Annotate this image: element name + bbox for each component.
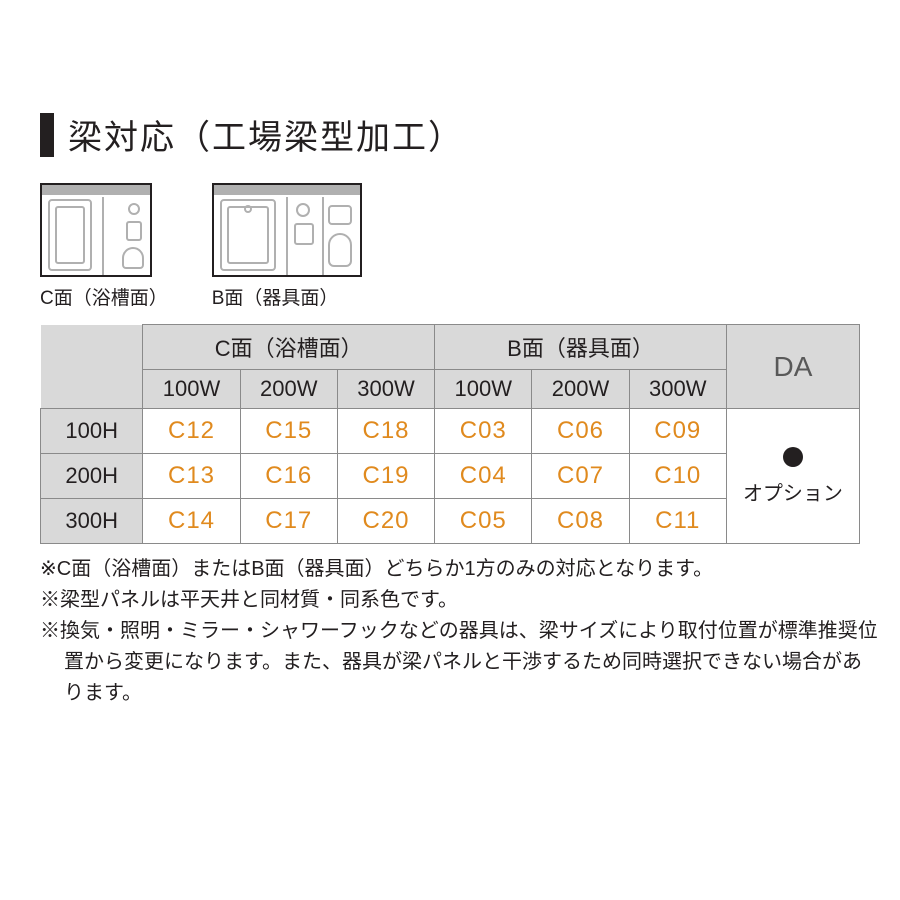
table-code-cell: C06 — [532, 409, 629, 454]
diagram-b-tub — [220, 199, 276, 271]
note-line: ※梁型パネルは平天井と同材質・同系色です。 — [40, 585, 880, 616]
diagram-b-tub-inner — [227, 206, 269, 264]
diagram-b-basin-icon — [294, 223, 314, 245]
diagram-c-basin-icon — [126, 221, 142, 241]
table-code-cell: C19 — [337, 454, 434, 499]
table-row-label: 100H — [41, 409, 143, 454]
diagram-b-toilet-icon — [328, 233, 352, 267]
diagram-c-divider — [102, 197, 104, 275]
title-accent-bar — [40, 113, 54, 157]
diagram-c-block: C面（浴槽面） — [40, 183, 168, 310]
table-da-header: DA — [726, 325, 859, 409]
table-code-cell: C16 — [240, 454, 337, 499]
diagram-c-tub — [48, 199, 92, 271]
table-code-cell: C14 — [143, 499, 240, 544]
table-code-cell: C03 — [435, 409, 532, 454]
diagram-c-frame — [40, 183, 152, 277]
table-subheader: 300W — [629, 370, 726, 409]
diagram-c-beam — [42, 185, 150, 195]
table-option-cell: オプション — [726, 409, 859, 544]
table-code-cell: C17 — [240, 499, 337, 544]
table-code-cell: C20 — [337, 499, 434, 544]
table-subheader: 200W — [532, 370, 629, 409]
page: 梁対応（工場梁型加工） C面（浴槽面） — [0, 0, 900, 749]
table-group-b-header: B面（器具面） — [435, 325, 727, 370]
diagram-c-toilet-icon — [122, 247, 144, 269]
table-row-label: 200H — [41, 454, 143, 499]
table-row: 100H C12 C15 C18 C03 C06 C09 オプション — [41, 409, 860, 454]
option-dot-icon — [783, 447, 803, 467]
spec-table: C面（浴槽面） B面（器具面） DA 100W 200W 300W 100W 2… — [40, 324, 860, 544]
table-subheader: 100W — [435, 370, 532, 409]
table-code-cell: C18 — [337, 409, 434, 454]
table-code-cell: C04 — [435, 454, 532, 499]
diagram-b-caption: B面（器具面） — [212, 283, 362, 310]
diagram-c-caption: C面（浴槽面） — [40, 283, 168, 310]
section-title: 梁対応（工場梁型加工） — [68, 110, 464, 159]
diagram-b-tank-icon — [328, 205, 352, 225]
table-row-label: 300H — [41, 499, 143, 544]
table-subheader: 300W — [337, 370, 434, 409]
diagram-b-frame — [212, 183, 362, 277]
table-subheader: 100W — [143, 370, 240, 409]
notes-block: ※C面（浴槽面）またはB面（器具面）どちらか1方のみの対応となります。 ※梁型パ… — [40, 554, 880, 709]
table-code-cell: C15 — [240, 409, 337, 454]
note-line: ※C面（浴槽面）またはB面（器具面）どちらか1方のみの対応となります。 — [40, 554, 880, 585]
table-code-cell: C08 — [532, 499, 629, 544]
table-subheader: 200W — [240, 370, 337, 409]
table-code-cell: C12 — [143, 409, 240, 454]
diagram-c-fixture-icon — [128, 203, 140, 215]
diagram-row: C面（浴槽面） B面（器具面） — [40, 183, 860, 310]
diagram-b-divider-1 — [286, 197, 288, 275]
table-code-cell: C11 — [629, 499, 726, 544]
diagram-b-divider-2 — [322, 197, 324, 275]
diagram-b-drain-icon — [244, 205, 252, 213]
table-code-cell: C07 — [532, 454, 629, 499]
diagram-b-fixture-icon — [296, 203, 310, 217]
table-code-cell: C13 — [143, 454, 240, 499]
table-group-c-header: C面（浴槽面） — [143, 325, 435, 370]
table-code-cell: C10 — [629, 454, 726, 499]
table-corner-blank — [41, 325, 143, 409]
option-label: オプション — [743, 483, 843, 505]
diagram-b-beam — [214, 185, 360, 195]
note-line: ※換気・照明・ミラー・シャワーフックなどの器具は、梁サイズにより取付位置が標準推… — [40, 616, 880, 709]
section-title-row: 梁対応（工場梁型加工） — [40, 110, 860, 159]
table-code-cell: C09 — [629, 409, 726, 454]
diagram-c-tub-inner — [55, 206, 85, 264]
diagram-b-block: B面（器具面） — [212, 183, 362, 310]
table-code-cell: C05 — [435, 499, 532, 544]
